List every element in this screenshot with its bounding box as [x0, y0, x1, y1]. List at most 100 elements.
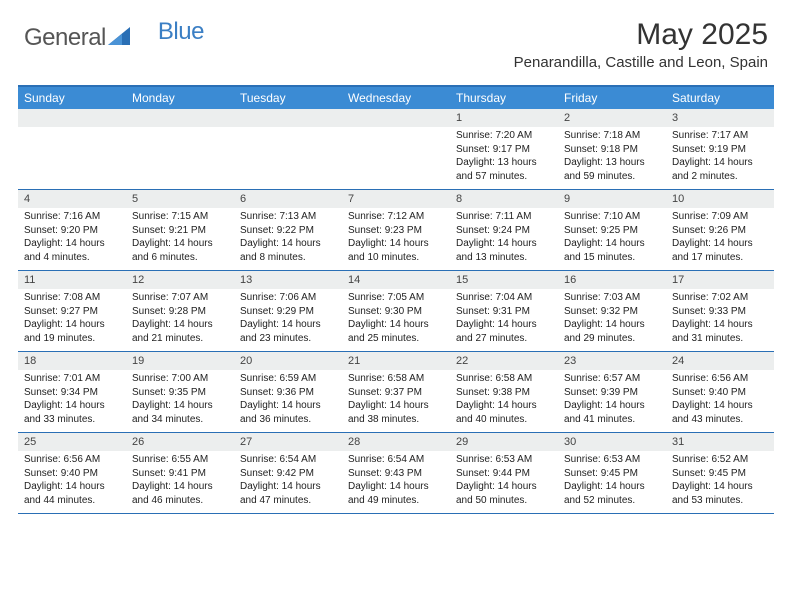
week-row: 1Sunrise: 7:20 AMSunset: 9:17 PMDaylight… — [18, 109, 774, 190]
sunrise-line: Sunrise: 6:56 AM — [24, 453, 120, 467]
daylight-line: Daylight: 14 hours and 21 minutes. — [132, 318, 228, 345]
daylight-line: Daylight: 14 hours and 31 minutes. — [672, 318, 768, 345]
daylight-line: Daylight: 14 hours and 33 minutes. — [24, 399, 120, 426]
weekday-header: Monday — [126, 87, 234, 109]
day-number: 9 — [558, 190, 666, 208]
week-row: 11Sunrise: 7:08 AMSunset: 9:27 PMDayligh… — [18, 271, 774, 352]
sunrise-line: Sunrise: 7:08 AM — [24, 291, 120, 305]
day-number: 19 — [126, 352, 234, 370]
sunrise-line: Sunrise: 7:20 AM — [456, 129, 552, 143]
daylight-line: Daylight: 14 hours and 44 minutes. — [24, 480, 120, 507]
day-detail: Sunrise: 6:55 AMSunset: 9:41 PMDaylight:… — [126, 453, 234, 507]
sunset-line: Sunset: 9:34 PM — [24, 386, 120, 400]
day-cell: 11Sunrise: 7:08 AMSunset: 9:27 PMDayligh… — [18, 271, 126, 351]
sunrise-line: Sunrise: 7:05 AM — [348, 291, 444, 305]
sunset-line: Sunset: 9:28 PM — [132, 305, 228, 319]
sunset-line: Sunset: 9:19 PM — [672, 143, 768, 157]
day-number: 7 — [342, 190, 450, 208]
day-number: 17 — [666, 271, 774, 289]
daylight-line: Daylight: 14 hours and 6 minutes. — [132, 237, 228, 264]
day-cell: 20Sunrise: 6:59 AMSunset: 9:36 PMDayligh… — [234, 352, 342, 432]
day-detail: Sunrise: 7:11 AMSunset: 9:24 PMDaylight:… — [450, 210, 558, 264]
daylight-line: Daylight: 14 hours and 38 minutes. — [348, 399, 444, 426]
day-cell: 8 Sunrise: 7:11 AMSunset: 9:24 PMDaylight… — [450, 190, 558, 270]
day-cell: 13Sunrise: 7:06 AMSunset: 9:29 PMDayligh… — [234, 271, 342, 351]
sunrise-line: Sunrise: 6:54 AM — [240, 453, 336, 467]
weekday-header: Saturday — [666, 87, 774, 109]
sunrise-line: Sunrise: 7:04 AM — [456, 291, 552, 305]
sunrise-line: Sunrise: 7:03 AM — [564, 291, 660, 305]
daylight-line: Daylight: 14 hours and 2 minutes. — [672, 156, 768, 183]
daylight-line: Daylight: 14 hours and 52 minutes. — [564, 480, 660, 507]
sunrise-line: Sunrise: 6:52 AM — [672, 453, 768, 467]
day-cell: 5Sunrise: 7:15 AMSunset: 9:21 PMDaylight… — [126, 190, 234, 270]
location: Penarandilla, Castille and Leon, Spain — [514, 54, 768, 71]
day-number: 8 — [450, 190, 558, 208]
day-detail: Sunrise: 7:20 AMSunset: 9:17 PMDaylight:… — [450, 129, 558, 183]
day-number: 25 — [18, 433, 126, 451]
day-cell: 30Sunrise: 6:53 AMSunset: 9:45 PMDayligh… — [558, 433, 666, 513]
sunset-line: Sunset: 9:41 PM — [132, 467, 228, 481]
sunrise-line: Sunrise: 7:09 AM — [672, 210, 768, 224]
sunset-line: Sunset: 9:20 PM — [24, 224, 120, 238]
weeks-container: 1Sunrise: 7:20 AMSunset: 9:17 PMDaylight… — [18, 109, 774, 514]
day-detail: Sunrise: 7:03 AMSunset: 9:32 PMDaylight:… — [558, 291, 666, 345]
sunrise-line: Sunrise: 6:56 AM — [672, 372, 768, 386]
day-detail: Sunrise: 7:06 AMSunset: 9:29 PMDaylight:… — [234, 291, 342, 345]
day-detail: Sunrise: 7:04 AMSunset: 9:31 PMDaylight:… — [450, 291, 558, 345]
day-number — [126, 109, 234, 127]
sunrise-line: Sunrise: 7:13 AM — [240, 210, 336, 224]
weekday-row: Sunday Monday Tuesday Wednesday Thursday… — [18, 87, 774, 109]
sunrise-line: Sunrise: 6:58 AM — [456, 372, 552, 386]
sunset-line: Sunset: 9:30 PM — [348, 305, 444, 319]
day-cell: 17Sunrise: 7:02 AMSunset: 9:33 PMDayligh… — [666, 271, 774, 351]
day-number: 27 — [234, 433, 342, 451]
day-number: 20 — [234, 352, 342, 370]
day-detail: Sunrise: 6:53 AMSunset: 9:45 PMDaylight:… — [558, 453, 666, 507]
day-cell: 18Sunrise: 7:01 AMSunset: 9:34 PMDayligh… — [18, 352, 126, 432]
day-number: 31 — [666, 433, 774, 451]
sunrise-line: Sunrise: 6:53 AM — [564, 453, 660, 467]
day-detail: Sunrise: 7:12 AMSunset: 9:23 PMDaylight:… — [342, 210, 450, 264]
day-detail: Sunrise: 7:13 AMSunset: 9:22 PMDaylight:… — [234, 210, 342, 264]
day-number: 15 — [450, 271, 558, 289]
day-cell: 26 Sunrise: 6:55 AMSunset: 9:41 PMDayligh… — [126, 433, 234, 513]
sunset-line: Sunset: 9:17 PM — [456, 143, 552, 157]
sunset-line: Sunset: 9:40 PM — [672, 386, 768, 400]
sunset-line: Sunset: 9:37 PM — [348, 386, 444, 400]
sunset-line: Sunset: 9:39 PM — [564, 386, 660, 400]
sunset-line: Sunset: 9:25 PM — [564, 224, 660, 238]
day-number: 26 — [126, 433, 234, 451]
sunset-line: Sunset: 9:38 PM — [456, 386, 552, 400]
sunrise-line: Sunrise: 6:54 AM — [348, 453, 444, 467]
logo-triangle-icon — [108, 27, 130, 50]
day-number — [342, 109, 450, 127]
daylight-line: Daylight: 14 hours and 41 minutes. — [564, 399, 660, 426]
day-number: 28 — [342, 433, 450, 451]
daylight-line: Daylight: 14 hours and 27 minutes. — [456, 318, 552, 345]
sunrise-line: Sunrise: 7:07 AM — [132, 291, 228, 305]
sunset-line: Sunset: 9:21 PM — [132, 224, 228, 238]
daylight-line: Daylight: 14 hours and 4 minutes. — [24, 237, 120, 264]
sunrise-line: Sunrise: 6:59 AM — [240, 372, 336, 386]
day-detail: Sunrise: 7:16 AMSunset: 9:20 PMDaylight:… — [18, 210, 126, 264]
daylight-line: Daylight: 14 hours and 40 minutes. — [456, 399, 552, 426]
daylight-line: Daylight: 14 hours and 15 minutes. — [564, 237, 660, 264]
sunset-line: Sunset: 9:36 PM — [240, 386, 336, 400]
day-number: 24 — [666, 352, 774, 370]
day-number: 10 — [666, 190, 774, 208]
sunset-line: Sunset: 9:29 PM — [240, 305, 336, 319]
weekday-header: Friday — [558, 87, 666, 109]
day-detail: Sunrise: 7:01 AMSunset: 9:34 PMDaylight:… — [18, 372, 126, 426]
day-cell: 21Sunrise: 6:58 AMSunset: 9:37 PMDayligh… — [342, 352, 450, 432]
day-cell: 22Sunrise: 6:58 AMSunset: 9:38 PMDayligh… — [450, 352, 558, 432]
daylight-line: Daylight: 13 hours and 57 minutes. — [456, 156, 552, 183]
day-detail: Sunrise: 7:05 AMSunset: 9:30 PMDaylight:… — [342, 291, 450, 345]
week-row: 25Sunrise: 6:56 AMSunset: 9:40 PMDayligh… — [18, 433, 774, 514]
day-detail: Sunrise: 7:10 AMSunset: 9:25 PMDaylight:… — [558, 210, 666, 264]
day-number: 6 — [234, 190, 342, 208]
header: General Blue May 2025 Penarandilla, Cast… — [0, 0, 792, 75]
day-cell: 7 Sunrise: 7:12 AMSunset: 9:23 PMDaylight… — [342, 190, 450, 270]
day-number: 2 — [558, 109, 666, 127]
logo-text-general: General — [24, 24, 106, 52]
